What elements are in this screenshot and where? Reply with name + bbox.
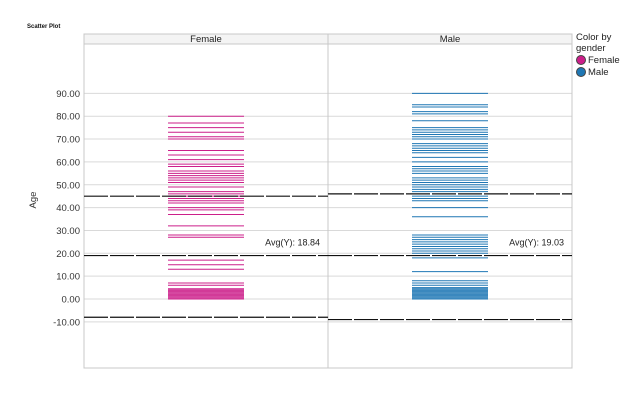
panel-frames [83,33,573,369]
avg-label: Avg(Y): 19.03 [509,238,564,248]
y-tick-label: 70.00 [56,135,80,146]
y-tick-label: 50.00 [56,180,80,191]
y-tick-label: 60.00 [56,157,80,168]
y-tick-label: 20.00 [56,249,80,260]
legend-title: Color by gender [576,32,612,54]
y-tick-label: 30.00 [56,226,80,237]
legend: Color by gender Female Male [576,32,640,78]
legend-label-male: Male [588,66,609,78]
panel-label: Female [190,34,222,45]
y-tick-label: -10.00 [53,317,80,328]
y-tick-label: 40.00 [56,203,80,214]
y-tick-label: 90.00 [56,89,80,100]
y-axis-label: Age [28,192,39,209]
chart-title: Scatter Plot [27,24,60,30]
y-tick-label: 80.00 [56,112,80,123]
y-tick-label: 10.00 [56,272,80,283]
panel-label: Male [440,34,461,45]
legend-item-male[interactable]: Male [576,66,640,78]
y-tick-label: 0.00 [62,295,81,306]
male-swatch-icon [576,67,586,77]
panel-header [327,33,573,45]
panel-headers: Female Male [83,33,573,45]
reference-lines [84,193,572,321]
avg-label: Avg(Y): 18.84 [265,238,320,248]
avg-labels: Avg(Y): 18.84 Avg(Y): 19.03 [265,238,564,248]
legend-item-female[interactable]: Female [576,54,640,66]
y-tick-labels: -10.00 0.00 10.00 20.00 30.00 40.00 50.00 60.00… [53,89,80,329]
legend-label-female: Female [588,54,620,66]
female-swatch-icon [576,55,586,65]
